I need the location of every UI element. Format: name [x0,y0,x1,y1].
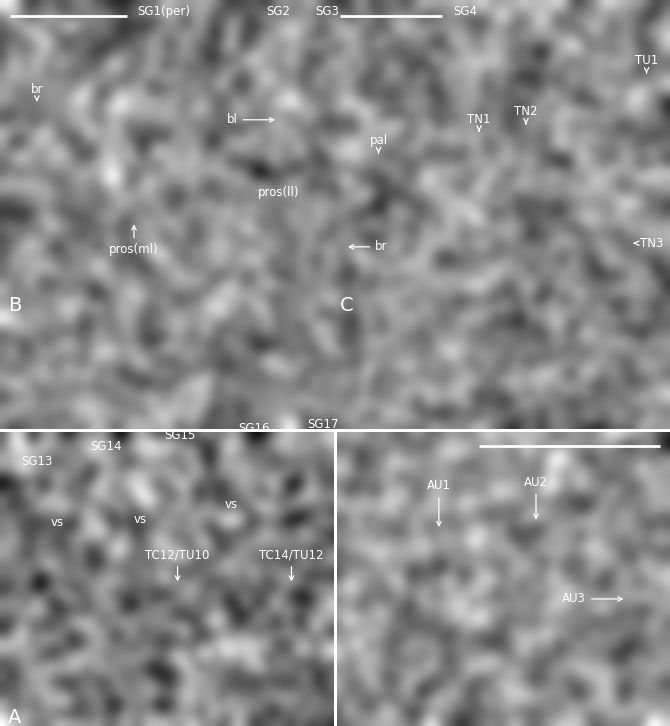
Text: TC12/TU10: TC12/TU10 [145,548,210,580]
Text: SG16: SG16 [238,422,269,435]
Text: A: A [8,708,21,726]
Text: C: C [340,296,354,315]
Text: SG17: SG17 [307,418,338,431]
Text: SG15: SG15 [164,429,196,442]
Text: TN2: TN2 [514,105,538,124]
Text: SG3: SG3 [315,5,339,18]
Text: br: br [31,83,43,100]
Text: B: B [8,296,21,315]
Text: SG1(per): SG1(per) [137,5,191,18]
Text: vs: vs [134,513,147,526]
Text: TU1: TU1 [635,54,658,73]
Text: pros(ll): pros(ll) [258,186,299,199]
Text: SG13: SG13 [21,454,53,468]
Text: TC14/TU12: TC14/TU12 [259,548,324,580]
Text: TN3: TN3 [634,237,663,250]
Text: vs: vs [50,516,64,529]
Text: br: br [349,240,388,253]
Text: AU1: AU1 [427,479,451,526]
Text: AU3: AU3 [562,592,622,605]
Text: bl: bl [227,113,274,126]
Text: AU2: AU2 [524,476,548,518]
Text: vs: vs [224,498,238,511]
Text: pros(ml): pros(ml) [109,226,159,256]
Text: SG2: SG2 [266,5,290,18]
Text: TN1: TN1 [467,113,491,131]
Text: SG4: SG4 [454,5,478,18]
Text: pal: pal [369,134,388,153]
Text: SG14: SG14 [90,440,122,453]
